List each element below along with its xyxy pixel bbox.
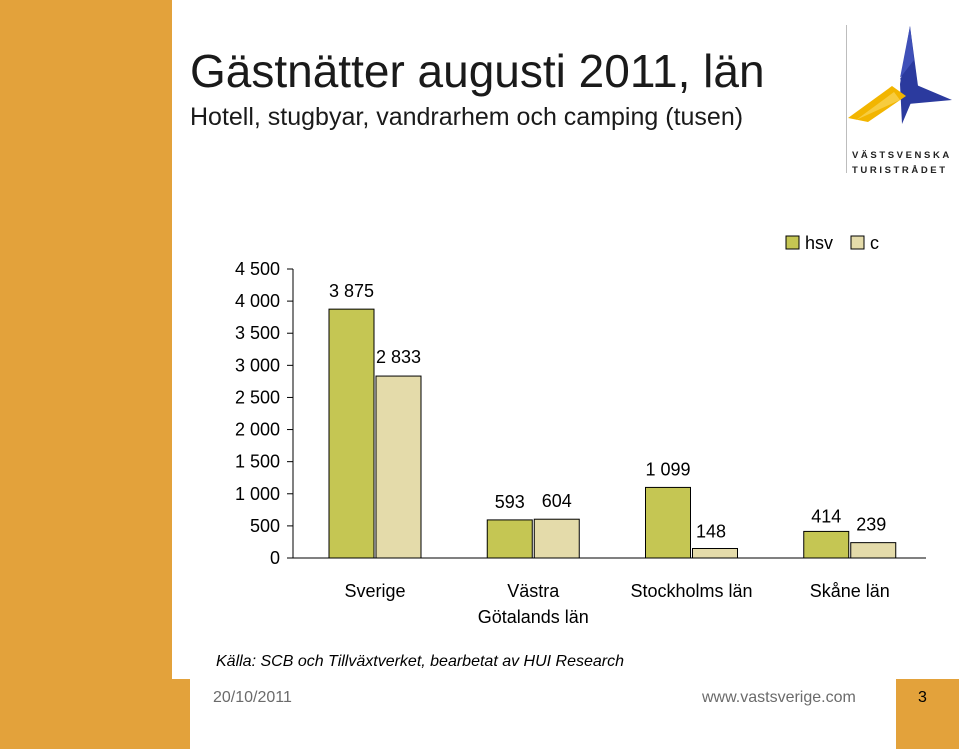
- y-tick-label: 2 000: [235, 420, 280, 440]
- data-label-c: 604: [542, 491, 572, 511]
- source-note: Källa: SCB och Tillväxtverket, bearbetat…: [216, 653, 625, 670]
- y-tick-label: 4 000: [235, 291, 280, 311]
- logo-divider: [846, 25, 847, 173]
- y-tick-label: 4 500: [235, 259, 280, 279]
- legend-label-c: c: [870, 233, 879, 253]
- data-label-c: 239: [856, 515, 886, 535]
- data-label-hsv: 3 875: [329, 281, 374, 301]
- logo-text-line2: TURISTRÅDET: [852, 165, 948, 176]
- bar-c: [375, 375, 422, 559]
- x-category-label: Götalands län: [478, 607, 589, 627]
- bar-c: [850, 542, 897, 559]
- star-compass-logo-icon: [848, 26, 952, 124]
- page-subtitle: Hotell, stugbyar, vandrarhem och camping…: [190, 103, 744, 131]
- data-label-hsv: 414: [811, 506, 841, 526]
- y-tick-label: 1 500: [235, 452, 280, 472]
- legend-swatch-hsv: [785, 235, 800, 250]
- y-tick-label: 1 000: [235, 484, 280, 504]
- bar-hsv: [328, 308, 375, 559]
- data-label-c: 2 833: [376, 347, 421, 367]
- page-number: 3: [918, 689, 927, 706]
- footer-url[interactable]: www.vastsverige.com: [702, 689, 856, 706]
- data-label-c: 148: [696, 521, 726, 541]
- x-category-label: Stockholms län: [630, 581, 752, 601]
- legend-label-hsv: hsv: [805, 233, 833, 253]
- bar-c: [533, 518, 580, 559]
- y-tick-label: 500: [250, 516, 280, 536]
- legend-swatch-c: [850, 235, 865, 250]
- bar-hsv: [803, 530, 850, 559]
- x-category-label: Skåne län: [810, 581, 890, 601]
- data-label-hsv: 1 099: [645, 459, 690, 479]
- bar-hsv: [645, 486, 691, 559]
- footer-panel: [190, 679, 896, 749]
- bar-c: [692, 547, 738, 559]
- page-title: Gästnätter augusti 2011, län: [190, 45, 765, 97]
- data-label-hsv: 593: [495, 492, 525, 512]
- y-tick-label: 3 500: [235, 323, 280, 343]
- logo-text-line1: VÄSTSVENSKA: [852, 150, 952, 161]
- y-tick-label: 0: [270, 548, 280, 568]
- bar-hsv: [486, 519, 533, 559]
- footer-date: 20/10/2011: [213, 689, 292, 706]
- x-category-label: Sverige: [344, 581, 405, 601]
- y-tick-label: 3 000: [235, 355, 280, 375]
- y-tick-label: 2 500: [235, 387, 280, 407]
- x-category-label: Västra: [507, 581, 560, 601]
- left-accent-bar: [0, 0, 172, 749]
